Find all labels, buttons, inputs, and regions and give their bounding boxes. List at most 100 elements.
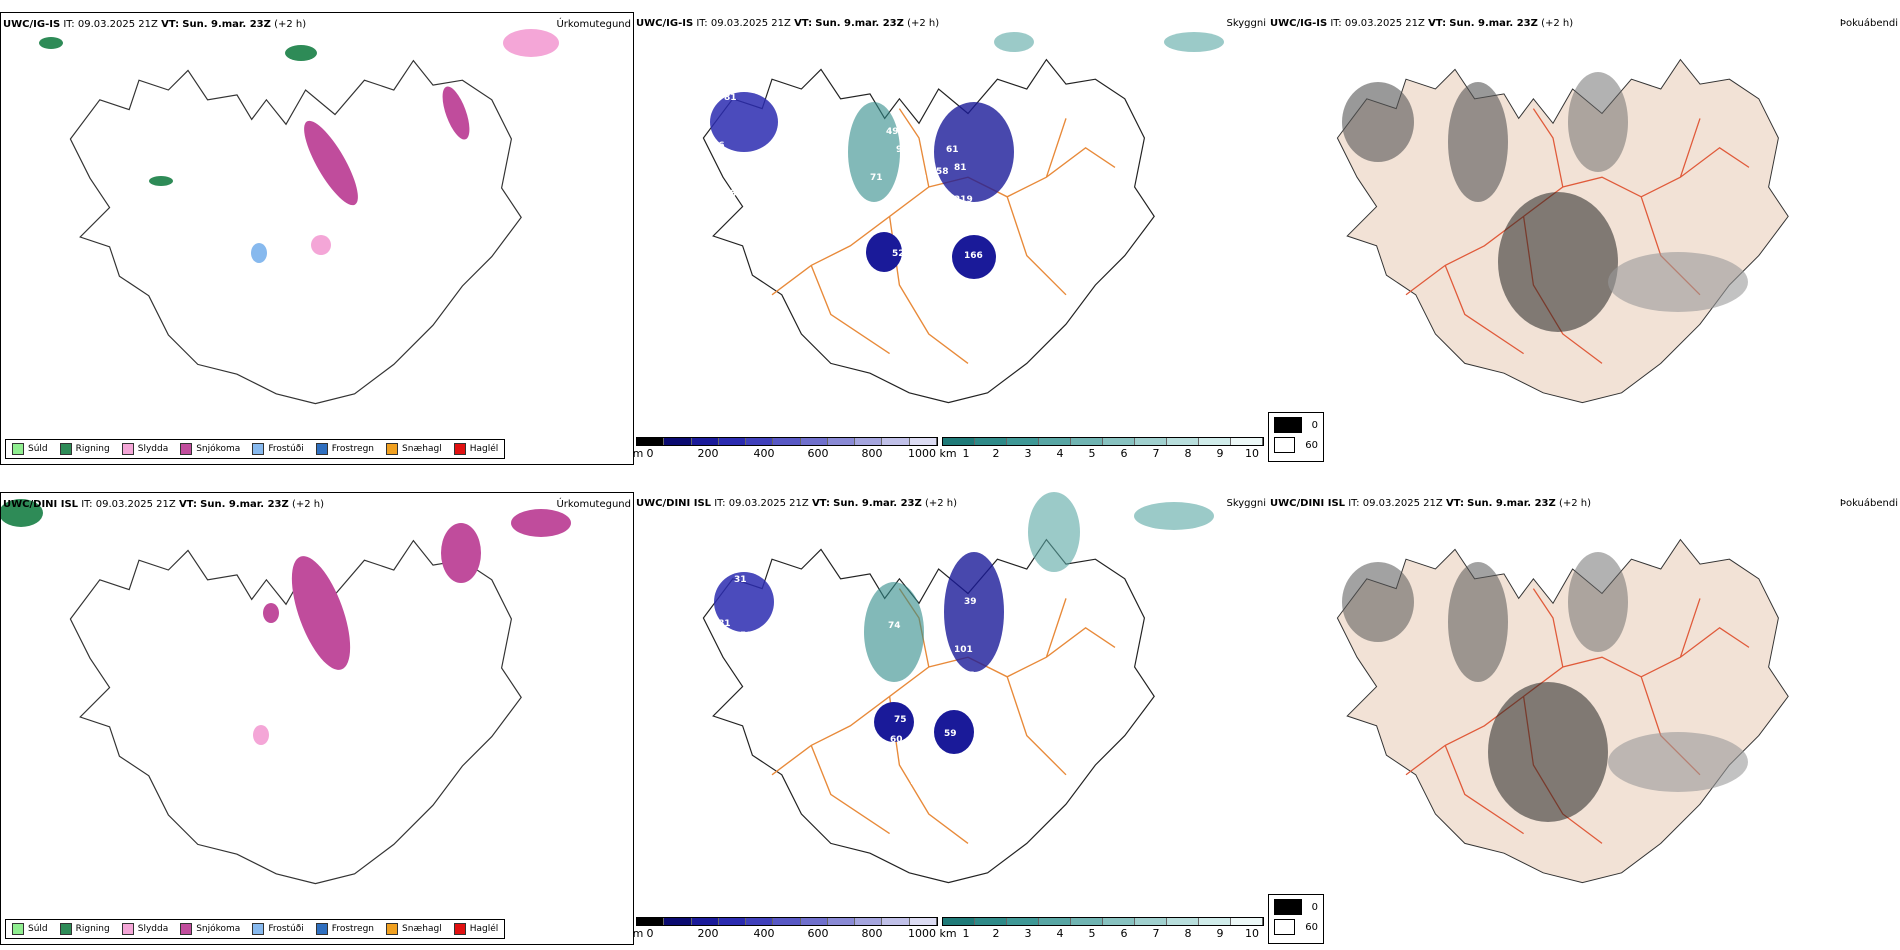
cloud-var-label-row1: Skyggni (1226, 18, 1266, 29)
cloud-number: 81 (718, 619, 731, 629)
cbar-tick: 3 (1024, 927, 1032, 940)
cbar-tick: 6 (1120, 927, 1128, 940)
cloud-panel-row1: 81 86 71 82 82 60 71 49 97 61 58 81 40 2… (634, 12, 1268, 432)
cloud-number: 103 (924, 861, 943, 871)
precip-var-label-row1: Úrkomutegund (556, 19, 631, 30)
cloud-var-label-row2: Skyggni (1226, 498, 1266, 509)
cloud-number: 60 (890, 735, 903, 745)
cloud-base-colorbar-row2: m 0 200 400 600 800 1000 (632, 917, 938, 940)
cbar-tick: 800 (861, 927, 883, 940)
cbar-tick: 10 (1245, 447, 1259, 460)
cbar-tick: 600 (807, 447, 829, 460)
cloud-base-swatches (636, 437, 938, 446)
cbar-tick: 5 (1088, 927, 1096, 940)
cbar-tick: 600 (807, 927, 829, 940)
cloud-number-labels-row2: 31 81 58 74 78 39 14 101 125 06 75 59 60… (718, 575, 1107, 871)
legend-item-snjokoma: Snjókoma (180, 443, 240, 455)
legend-item-frostudi: Frostúði (252, 923, 304, 935)
cbar-tick: 2 (992, 447, 1000, 460)
precip-legend-row2: Súld Rigning Slydda Snjókoma Frostúði Fr… (5, 919, 506, 939)
fog-legend-row2: 0 60 (1268, 894, 1324, 944)
legend-item-rigning: Rigning (59, 443, 110, 455)
cloud-panel-row2: 31 81 58 74 78 39 14 101 125 06 75 59 60… (634, 492, 1268, 912)
cloud-number: 60 (866, 271, 879, 281)
cloud-number: 81 (954, 163, 967, 173)
cbar-tick: 400 (753, 927, 775, 940)
cloud-number: 77 (1046, 215, 1059, 225)
precip-panel-row1: UWC/IG-IS IT: 09.03.2025 21Z VT: Sun. 9.… (0, 12, 634, 465)
cbar-tick: 2 (992, 927, 1000, 940)
cbar-tick: 8 (1184, 447, 1192, 460)
fog-title-row1: UWC/IG-IS IT: 09.03.2025 21Z VT: Sun. 9.… (1270, 18, 1574, 29)
cloud-number: 49 (886, 127, 899, 137)
cloud-number: 81 (724, 93, 737, 103)
cloud-number: 61 (866, 747, 879, 757)
legend-item-snaehagl: Snæhagl (386, 443, 442, 455)
legend-item-frostregn: Frostregn (315, 443, 374, 455)
cloud-base-colorbar-row1: m 0 200 400 600 800 1000 (633, 437, 938, 460)
cbar-unit: m (632, 927, 644, 940)
cloud-number: 87 (1014, 265, 1027, 275)
cloud-number: 82 (742, 167, 755, 177)
cloud-number: 177 (910, 777, 929, 787)
cloud-number: 59 (944, 729, 957, 739)
cbar-tick: 1 (962, 927, 970, 940)
legend-item-frostregn: Frostregn (315, 923, 374, 935)
cloud-number: 31 (734, 575, 747, 585)
cloud-number: 71 (732, 153, 745, 163)
fog-map-row1 (1336, 59, 1789, 404)
cloud-number: 441 (976, 213, 995, 223)
cbar-tick: 800 (861, 447, 883, 460)
fog-title-row2: UWC/DINI ISL IT: 09.03.2025 21Z VT: Sun.… (1270, 498, 1591, 509)
legend-item-sud: Súld (12, 923, 48, 935)
cbar-tick: 9 (1216, 447, 1224, 460)
cloud-number: 219 (954, 195, 973, 205)
cbar-tick: 400 (753, 447, 775, 460)
cbar-tick: 4 (1056, 447, 1064, 460)
cloud-number: 97 (896, 145, 909, 155)
cloud-number: 78 (930, 629, 943, 639)
legend-item-haglel: Haglél (453, 923, 498, 935)
cbar-tick: 4 (1056, 927, 1064, 940)
cloud-number: 14 (1094, 609, 1107, 619)
cloud-number: 06 (1048, 697, 1061, 707)
fog-var-label-row1: Þokuábendi (1839, 18, 1898, 29)
cloud-number: 82 (730, 189, 743, 199)
cloud-base-swatches (636, 917, 938, 926)
cloud-title-row2: UWC/DINI ISL IT: 09.03.2025 21Z VT: Sun.… (636, 498, 957, 509)
cloud-map-row2: 31 81 58 74 78 39 14 101 125 06 75 59 60… (702, 492, 1214, 884)
precip-title-row2: UWC/DINI ISL IT: 09.03.2025 21Z VT: Sun.… (3, 499, 324, 510)
cbar-tick: 7 (1152, 447, 1160, 460)
legend-item-sud: Súld (12, 443, 48, 455)
cbar-tick: 8 (1184, 927, 1192, 940)
cloud-title-row1: UWC/IG-IS IT: 09.03.2025 21Z VT: Sun. 9.… (636, 18, 940, 29)
visibility-colorbar-row1: km 1 2 3 4 5 6 7 8 9 10 (939, 437, 1264, 460)
cloud-number: 28 (914, 295, 927, 305)
fog-legend-row1: 0 60 (1268, 412, 1324, 462)
cbar-tick: 9 (1216, 927, 1224, 940)
visibility-swatches (942, 437, 1264, 446)
fog-legend-label: 0 (1311, 901, 1318, 913)
cbar-tick: 5 (1088, 447, 1096, 460)
cloud-number: 52 (892, 249, 905, 259)
cbar-tick: 200 (697, 927, 719, 940)
cbar-tick: 3 (1024, 447, 1032, 460)
legend-item-rigning: Rigning (59, 923, 110, 935)
precip-map-row2 (1, 499, 571, 885)
cloud-number: 61 (946, 145, 959, 155)
cloud-number-labels-row1: 81 86 71 82 82 60 71 49 97 61 58 81 40 2… (712, 93, 1059, 393)
fog-legend-label: 60 (1305, 921, 1318, 933)
cbar-tick: 0 (646, 447, 654, 460)
legend-item-snaehagl: Snæhagl (386, 923, 442, 935)
cbar-tick: 7 (1152, 927, 1160, 940)
cbar-unit: km (939, 927, 957, 940)
cloud-number: 74 (888, 621, 901, 631)
precip-title-row1: UWC/IG-IS IT: 09.03.2025 21Z VT: Sun. 9.… (3, 19, 307, 30)
cloud-number: 14 (932, 645, 945, 655)
cbar-tick: 6 (1120, 447, 1128, 460)
precip-map-row1 (39, 29, 559, 405)
cbar-tick: 1 (962, 447, 970, 460)
cloud-number: 39 (964, 597, 977, 607)
cloud-number: 19 (932, 353, 945, 363)
visibility-colorbar-row2: km 1 2 3 4 5 6 7 8 9 10 (939, 917, 1264, 940)
